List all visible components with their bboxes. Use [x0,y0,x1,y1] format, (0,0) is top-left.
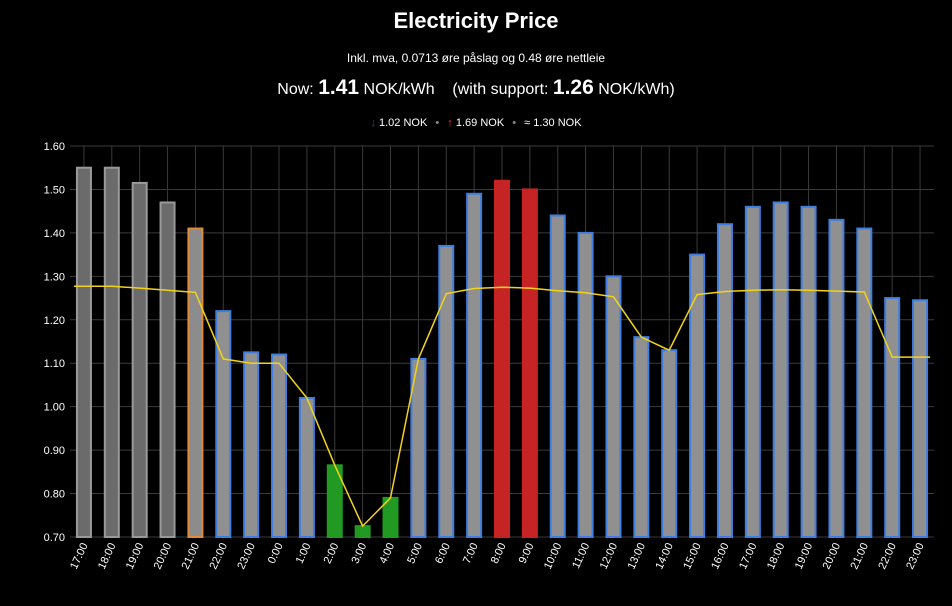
x-tick-label: 22:00 [876,541,899,571]
x-tick-label: 18:00 [765,541,788,571]
x-tick-label: 12:00 [598,541,621,571]
price-stats: ↓ 1.02 NOK • ↑ 1.69 NOK • ≈ 1.30 NOK [0,117,952,129]
x-tick-label: 16:00 [709,541,732,571]
min-arrow-icon: ↓ [370,117,376,129]
price-bar [884,297,901,538]
x-tick-label: 21:00 [180,541,203,571]
price-bar [438,244,455,539]
max-price: 1.69 NOK [455,117,505,129]
x-tick-label: 23:00 [904,541,927,571]
chart-subtitle: Inkl. mva, 0.0713 øre påslag og 0.48 øre… [346,51,606,65]
price-bar [354,525,371,539]
price-bar [466,192,483,539]
support-price-line [73,285,931,528]
price-bar [912,299,929,538]
x-tick-label: 5:00 [405,541,425,565]
price-bar [521,188,538,538]
price-bar [605,275,622,538]
y-tick-label: 0.90 [44,445,65,457]
y-tick-label: 0.70 [44,532,65,544]
x-tick-label: 20:00 [152,541,175,571]
x-tick-label: 21:00 [849,541,872,571]
price-bar [772,201,789,538]
support-prefix: (with support: [452,81,549,98]
support-unit: NOK/kWh) [598,81,675,98]
x-tick-label: 23:00 [235,541,258,571]
price-bar [298,396,315,538]
x-tick-label: 17:00 [737,541,760,571]
y-tick-label: 1.00 [44,402,65,414]
price-bar [661,349,678,539]
price-bar [187,227,204,539]
x-tick-label: 11:00 [570,541,592,570]
x-tick-label: 15:00 [681,541,704,571]
x-tick-label: 18:00 [96,541,119,571]
price-bar [215,310,232,539]
x-tick-label: 3:00 [349,541,369,565]
price-bar [494,179,510,538]
chart-title: Electricity Price [393,8,559,33]
y-tick-label: 0.80 [44,489,65,501]
price-bar [716,223,733,538]
x-tick-label: 13:00 [626,541,649,571]
x-tick-label: 19:00 [793,541,816,571]
y-tick-label: 1.60 [44,141,65,153]
x-tick-label: 8:00 [489,541,509,565]
avg-price: ≈ 1.30 NOK [524,117,582,129]
x-tick-label: 22:00 [207,541,230,571]
price-bar [271,353,288,538]
y-tick-label: 1.50 [44,184,65,196]
price-bar [549,214,566,538]
price-bar [744,205,761,538]
x-tick-label: 19:00 [124,541,147,571]
price-bar [689,253,706,538]
current-price-line: Now: 1.41 NOK/kWh (with support: 1.26 NO… [0,76,952,100]
x-tick-label: 10:00 [542,541,565,571]
support-value: 1.26 [552,76,594,99]
x-tick-label: 6:00 [433,541,453,565]
x-tick-label: 7:00 [461,541,481,565]
price-bar [243,351,260,538]
x-tick-label: 14:00 [653,541,676,571]
price-bar [159,201,176,538]
now-unit: NOK/kWh [363,81,435,98]
y-tick-label: 1.40 [44,228,65,240]
price-bar [633,336,650,538]
y-tick-label: 1.20 [44,315,65,327]
now-value: 1.41 [318,76,360,99]
price-bar [103,166,120,538]
y-tick-label: 1.10 [44,358,65,370]
y-tick-label: 1.30 [44,271,65,283]
min-price: 1.02 NOK [379,117,428,129]
x-tick-label: 20:00 [821,541,844,571]
now-prefix: Now: [277,81,314,98]
price-bar [75,166,92,538]
x-tick-label: 2:00 [322,541,342,565]
price-bar [577,231,594,538]
stats-separator: • [435,117,440,129]
price-bar [828,218,845,538]
price-bar [856,227,873,539]
x-tick-label: 17:00 [68,541,91,571]
x-tick-label: 1:00 [294,541,314,565]
x-tick-label: 0:00 [266,541,286,565]
x-tick-label: 4:00 [377,541,397,565]
x-tick-label: 9:00 [517,541,537,565]
price-bar [800,205,817,538]
max-arrow-icon: ↑ [447,117,453,129]
price-bar [131,181,148,539]
stats-separator: • [512,117,517,129]
